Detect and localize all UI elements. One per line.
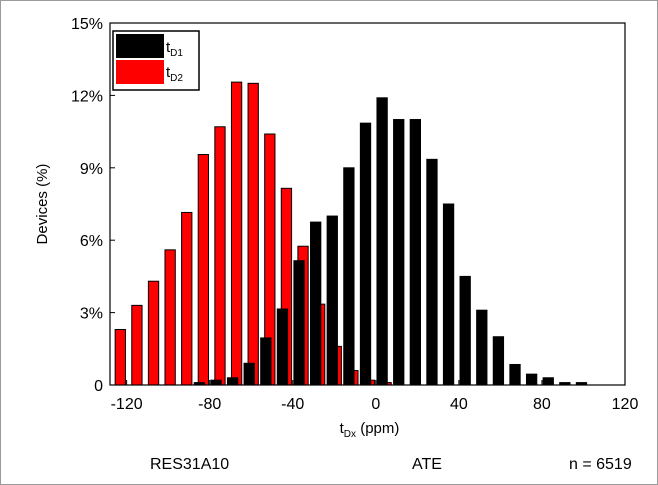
bar-td1-14 bbox=[426, 158, 438, 386]
bar-td1-19 bbox=[509, 363, 521, 386]
bar-td1-21 bbox=[542, 377, 554, 386]
bar-td1-3 bbox=[243, 362, 255, 386]
bar-td2-2 bbox=[147, 280, 160, 386]
bar-td1-13 bbox=[409, 119, 422, 386]
bar-td1-12 bbox=[393, 119, 405, 386]
bar-td2-4 bbox=[181, 211, 193, 386]
plot-area-border bbox=[109, 22, 626, 386]
legend-label-td1: tD1 bbox=[166, 39, 183, 59]
y-axis-label: Devices (%) bbox=[34, 164, 51, 245]
bar-td2-1 bbox=[131, 304, 143, 386]
bar-td1-10 bbox=[359, 122, 372, 386]
x-tick-label-3: 0 bbox=[371, 396, 380, 413]
series-td1-bars bbox=[193, 97, 588, 386]
footer-part-number: RES31A10 bbox=[150, 456, 230, 473]
x-tick-label-5: 80 bbox=[533, 396, 551, 413]
bar-td1-15 bbox=[442, 203, 455, 386]
legend-label-td2: tD2 bbox=[166, 64, 183, 84]
bar-td1-5 bbox=[276, 308, 289, 386]
y-tick-label-2: 6% bbox=[80, 233, 103, 250]
bar-td2-5 bbox=[197, 154, 210, 386]
bar-td1-6 bbox=[293, 260, 305, 386]
bar-td1-16 bbox=[459, 275, 471, 386]
legend: tD1 tD2 bbox=[112, 30, 200, 91]
x-axis-label-main: t bbox=[340, 420, 345, 437]
x-axis-label-unit: (ppm) bbox=[356, 420, 399, 437]
x-axis-label: tDx (ppm) bbox=[340, 420, 400, 440]
legend-swatch-td1 bbox=[116, 34, 164, 58]
bar-td1-18 bbox=[492, 336, 505, 386]
y-tick-label-5: 15% bbox=[71, 16, 103, 33]
bar-td1-7 bbox=[310, 221, 322, 386]
bar-td2-7 bbox=[230, 81, 243, 386]
bar-td2-3 bbox=[164, 249, 176, 386]
footer-sample-size: n = 6519 bbox=[569, 456, 632, 473]
x-tick-label-4: 40 bbox=[450, 396, 468, 413]
bar-td1-9 bbox=[343, 167, 355, 386]
x-tick-label-1: -80 bbox=[198, 396, 221, 413]
y-tick-label-3: 9% bbox=[80, 161, 103, 178]
x-tick-label-2: -40 bbox=[281, 396, 304, 413]
bar-td2-0 bbox=[114, 328, 126, 386]
bar-td2-8 bbox=[247, 82, 259, 386]
bar-td1-8 bbox=[326, 215, 338, 386]
y-tick-label-4: 12% bbox=[71, 88, 103, 105]
bar-td1-4 bbox=[260, 337, 272, 386]
y-axis: 0 3% 6% 9% 12% 15% bbox=[71, 16, 115, 395]
x-tick-label-6: 120 bbox=[612, 396, 639, 413]
bar-td1-1 bbox=[210, 379, 222, 386]
y-tick-label-1: 3% bbox=[80, 306, 103, 323]
x-axis: -120 -80 -40 0 40 80 120 bbox=[111, 380, 639, 413]
bar-td1-20 bbox=[525, 373, 538, 386]
bar-td1-17 bbox=[476, 309, 488, 386]
y-tick-label-0: 0 bbox=[94, 378, 103, 395]
bar-td1-2 bbox=[226, 377, 239, 386]
footer-test-method: ATE bbox=[412, 456, 442, 473]
legend-swatch-td2 bbox=[116, 60, 164, 84]
bar-td1-11 bbox=[376, 97, 388, 386]
x-axis-label-subscript: Dx bbox=[344, 429, 356, 440]
bar-td2-6 bbox=[214, 126, 226, 386]
x-tick-label-0: -120 bbox=[111, 396, 143, 413]
